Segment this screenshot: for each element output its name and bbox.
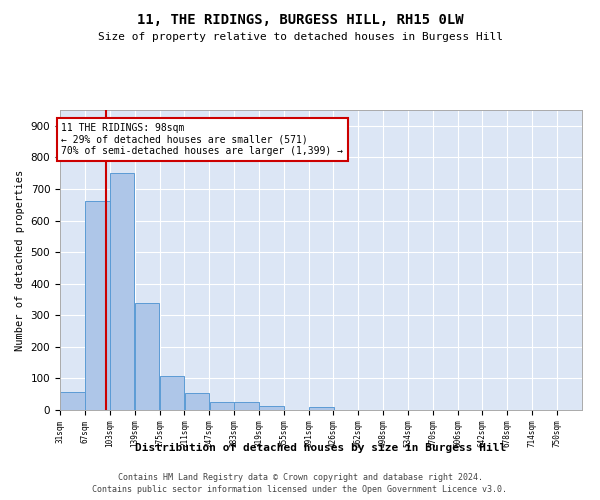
Bar [135,304,160,410]
Bar [60,392,85,410]
Text: 11 THE RIDINGS: 98sqm
← 29% of detached houses are smaller (571)
70% of semi-det: 11 THE RIDINGS: 98sqm ← 29% of detached … [61,122,343,156]
Text: Contains public sector information licensed under the Open Government Licence v3: Contains public sector information licen… [92,485,508,494]
Bar [209,402,234,410]
Text: Size of property relative to detached houses in Burgess Hill: Size of property relative to detached ho… [97,32,503,42]
Y-axis label: Number of detached properties: Number of detached properties [15,170,25,350]
Bar [259,406,284,410]
Bar [85,200,110,410]
Text: 11, THE RIDINGS, BURGESS HILL, RH15 0LW: 11, THE RIDINGS, BURGESS HILL, RH15 0LW [137,12,463,26]
Text: Contains HM Land Registry data © Crown copyright and database right 2024.: Contains HM Land Registry data © Crown c… [118,472,482,482]
Bar [309,408,334,410]
Bar [185,392,209,410]
Bar [160,376,184,410]
Bar [235,402,259,410]
Text: Distribution of detached houses by size in Burgess Hill: Distribution of detached houses by size … [136,442,506,452]
Bar [110,173,134,410]
